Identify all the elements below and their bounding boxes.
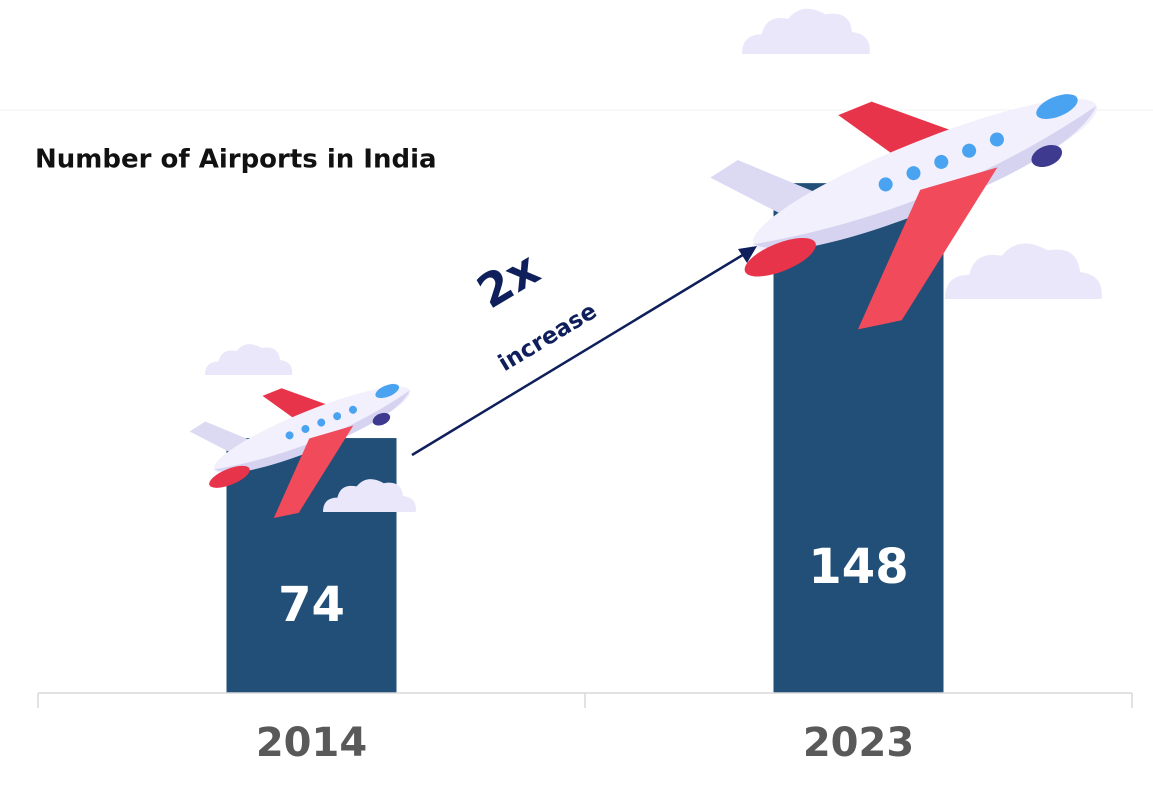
chart: Number of Airports in India 2x increase … [0, 0, 1153, 796]
x-tick-label: 2014 [256, 720, 367, 766]
cloud [742, 9, 870, 54]
page: Number of Airports in India 2x increase … [0, 0, 1153, 796]
chart-title: Number of Airports in India [35, 145, 437, 175]
value-label: 74 [278, 577, 345, 633]
x-tick-label: 2023 [803, 720, 914, 766]
cloud [945, 243, 1102, 299]
axis [38, 693, 1132, 708]
annotation-multiplier: 2x [468, 241, 549, 319]
arrow [412, 253, 746, 455]
cloud [205, 344, 292, 375]
value-label: 148 [808, 539, 908, 595]
